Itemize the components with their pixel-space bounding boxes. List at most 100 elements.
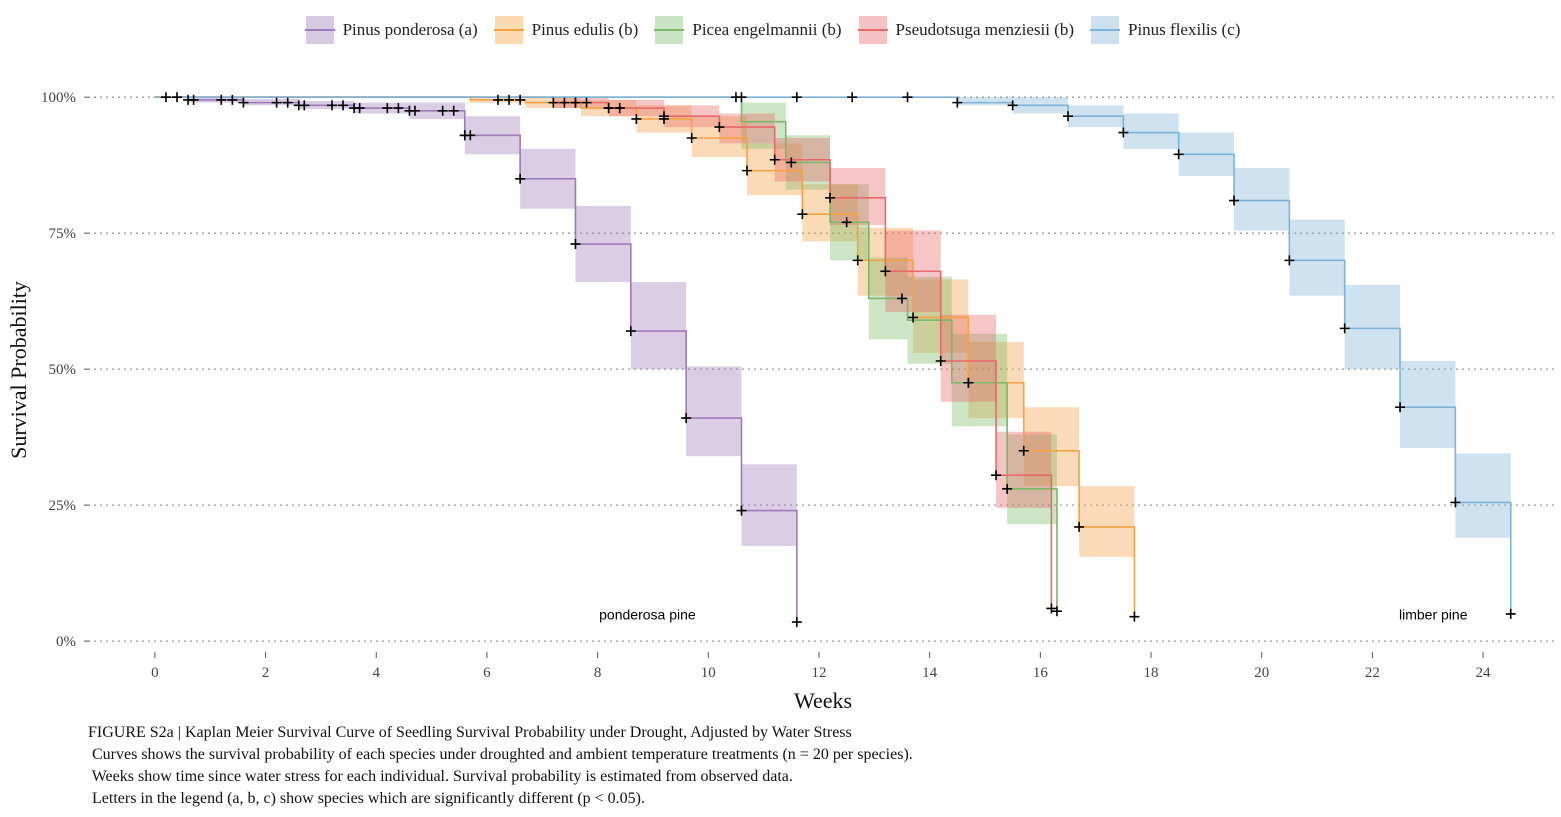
censor-mark bbox=[459, 130, 470, 141]
censor-mark bbox=[172, 92, 183, 103]
annotation-label: limber pine bbox=[1399, 607, 1468, 623]
censor-mark bbox=[570, 97, 581, 108]
legend-key-3 bbox=[857, 15, 888, 45]
censor-mark bbox=[227, 94, 238, 105]
x-tick-label: 18 bbox=[1144, 665, 1159, 681]
caption-line-3: Weeks show time since water stress for e… bbox=[88, 768, 793, 785]
censor-mark bbox=[902, 92, 913, 103]
censor-mark bbox=[581, 97, 592, 108]
ci-band bbox=[1289, 219, 1345, 296]
censor-mark bbox=[559, 97, 570, 108]
censor-mark bbox=[1395, 402, 1406, 413]
y-tick-label: 100% bbox=[41, 90, 76, 106]
x-tick-label: 20 bbox=[1254, 665, 1269, 681]
censor-mark bbox=[880, 266, 891, 277]
censor-mark bbox=[1450, 497, 1461, 508]
figure-caption: FIGURE S2a | Kaplan Meier Survival Curve… bbox=[88, 722, 913, 810]
legend-item-2: Picea engelmannii (b) bbox=[654, 15, 851, 45]
censor-mark bbox=[952, 97, 963, 108]
caption-line-2: Curves shows the survival probability of… bbox=[88, 746, 913, 763]
x-tick-label: 16 bbox=[1033, 665, 1049, 681]
x-tick-label: 2 bbox=[262, 665, 270, 681]
ci-band bbox=[1023, 407, 1080, 487]
censor-mark bbox=[1505, 608, 1516, 619]
x-tick-label: 0 bbox=[151, 665, 159, 681]
annotations: ponderosa pine limber pine bbox=[599, 607, 1468, 623]
censor-mark bbox=[681, 413, 692, 424]
censor-mark bbox=[625, 326, 636, 337]
ci-band bbox=[741, 464, 797, 546]
censor-mark bbox=[282, 97, 293, 108]
ci-band bbox=[686, 366, 742, 457]
legend-key-4 bbox=[1090, 15, 1120, 45]
censor-mark bbox=[437, 105, 448, 116]
censor-mark bbox=[515, 94, 526, 105]
ci-band bbox=[1123, 113, 1179, 149]
survival-line-0 bbox=[154, 96, 798, 623]
ci-band bbox=[630, 282, 687, 370]
ci-band bbox=[957, 97, 1013, 106]
censor-mark bbox=[1051, 606, 1062, 617]
ci-band bbox=[741, 102, 786, 149]
legend-label-0: Pinus ponderosa (a) bbox=[342, 20, 478, 39]
censor-mark bbox=[160, 92, 171, 103]
ci-band bbox=[951, 333, 1008, 427]
axes: 0%25%50%75%100%0 2 4 6 8 10 12 14 16 18 20 22 24 bbox=[41, 90, 1491, 681]
censor-mark bbox=[271, 97, 282, 108]
censor-mark bbox=[1007, 100, 1018, 111]
ci-band bbox=[1079, 486, 1135, 557]
x-tick-label: 24 bbox=[1476, 665, 1492, 681]
censor-mark bbox=[614, 103, 625, 114]
censor-marks bbox=[160, 92, 1516, 628]
censor-mark bbox=[409, 105, 420, 116]
x-tick-label: 10 bbox=[701, 665, 716, 681]
ci-band bbox=[1234, 167, 1290, 231]
censor-mark bbox=[736, 92, 747, 103]
censor-mark bbox=[338, 100, 349, 111]
y-tick-label: 75% bbox=[49, 226, 77, 242]
legend-key-0 bbox=[304, 15, 335, 45]
legend-label-4: Pinus flexilis (c) bbox=[1128, 20, 1241, 39]
censor-mark bbox=[797, 209, 808, 220]
caption-line-1: FIGURE S2a | Kaplan Meier Survival Curve… bbox=[88, 724, 852, 741]
legend-label-1: Pinus edulis (b) bbox=[531, 20, 639, 39]
censor-mark bbox=[631, 113, 642, 124]
legend: Pinus ponderosa (a) Pinus edulis (b) Pic… bbox=[0, 10, 1561, 50]
x-tick-label: 6 bbox=[483, 665, 491, 681]
censor-mark bbox=[736, 505, 747, 516]
legend-item-0: Pinus ponderosa (a) bbox=[304, 15, 488, 45]
censor-mark bbox=[354, 103, 365, 114]
x-tick-label: 8 bbox=[594, 665, 602, 681]
censor-mark bbox=[686, 132, 697, 143]
censor-mark bbox=[504, 94, 515, 105]
censor-mark bbox=[791, 92, 802, 103]
censor-mark bbox=[1063, 111, 1073, 122]
ci-band bbox=[1344, 284, 1401, 370]
legend-label-2: Picea engelmannii (b) bbox=[692, 20, 842, 39]
censor-mark bbox=[1118, 127, 1129, 138]
censor-mark bbox=[786, 157, 797, 168]
censor-mark bbox=[841, 217, 852, 228]
censor-mark bbox=[896, 293, 907, 304]
censor-mark bbox=[448, 105, 459, 116]
censor-mark bbox=[1339, 323, 1350, 334]
confidence-bands bbox=[188, 97, 1511, 557]
legend-label-3: Pseudotsuga menziesii (b) bbox=[895, 20, 1074, 39]
censor-mark bbox=[1129, 611, 1140, 622]
censor-mark bbox=[852, 255, 863, 266]
legend-key-2 bbox=[654, 15, 685, 45]
survival-line-1 bbox=[154, 96, 1136, 617]
censor-mark bbox=[238, 97, 249, 108]
x-tick-label: 12 bbox=[811, 665, 826, 681]
censor-mark bbox=[1229, 195, 1240, 206]
y-tick-label: 0% bbox=[56, 634, 76, 650]
legend-item-3: Pseudotsuga menziesii (b) bbox=[857, 15, 1084, 45]
censor-mark bbox=[570, 239, 581, 250]
censor-mark bbox=[659, 111, 670, 122]
survival-line-2 bbox=[154, 96, 1058, 612]
x-tick-label: 22 bbox=[1365, 665, 1380, 681]
censor-mark bbox=[908, 312, 919, 323]
legend-item-4: Pinus flexilis (c) bbox=[1090, 15, 1250, 45]
censor-mark bbox=[935, 356, 946, 366]
